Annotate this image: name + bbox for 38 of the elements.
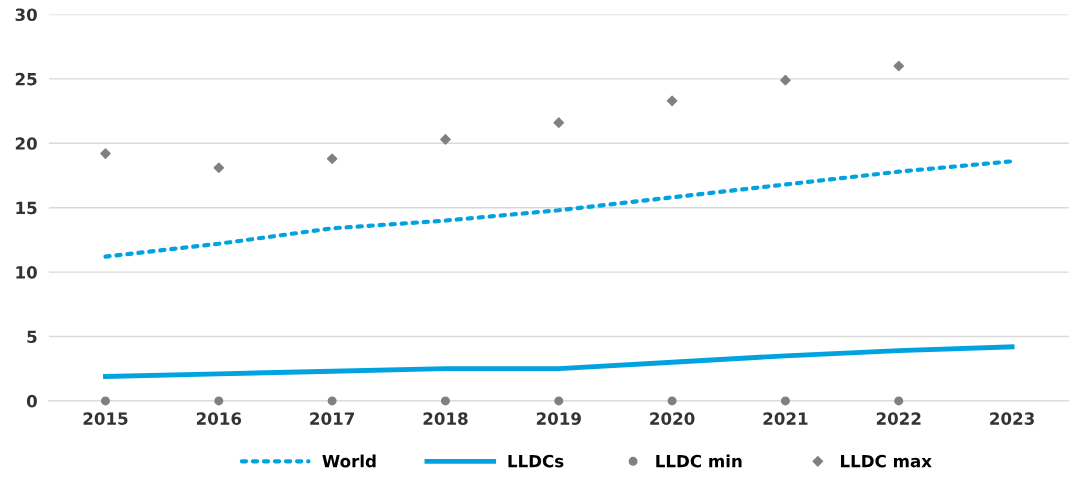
line-series: [103, 159, 1015, 259]
x-tick-label: 2016: [196, 412, 242, 425]
point: [214, 396, 224, 406]
line-series: [103, 344, 1015, 379]
point: [100, 396, 110, 406]
x-tick-label: 2023: [990, 412, 1034, 425]
point: [213, 162, 225, 174]
point: [780, 74, 791, 86]
point: [553, 117, 565, 128]
y-tick-label: 25: [15, 72, 37, 86]
point: [440, 396, 450, 406]
point: [327, 396, 337, 406]
y-tick-label: 30: [15, 8, 37, 22]
point: [666, 95, 678, 107]
legend-label: World: [322, 454, 376, 468]
x-tick-label: 2020: [650, 412, 695, 425]
legend-label: LLDC min: [656, 454, 742, 468]
legend-label: LLDCs: [508, 454, 564, 468]
y-tick-label: 5: [27, 330, 37, 344]
point: [894, 396, 904, 406]
x-tick-label: 2015: [83, 412, 128, 425]
y-tick-label: 20: [15, 137, 37, 150]
x-tick-label: 2021: [763, 412, 808, 425]
legend-label: LLDC max: [841, 454, 932, 468]
point: [440, 134, 451, 145]
point: [100, 148, 111, 159]
x-tick-label: 2017: [310, 412, 354, 425]
x-tick-label: 2019: [536, 412, 581, 425]
x-tick-label: 2022: [876, 412, 921, 425]
y-tick-label: 15: [16, 201, 37, 215]
y-tick-label: 0: [26, 394, 37, 408]
point: [554, 396, 564, 406]
point: [667, 396, 677, 406]
point: [893, 60, 905, 72]
y-tick-label: 10: [16, 266, 37, 279]
point: [326, 153, 338, 165]
point: [780, 396, 790, 406]
x-tick-label: 2018: [423, 412, 468, 425]
